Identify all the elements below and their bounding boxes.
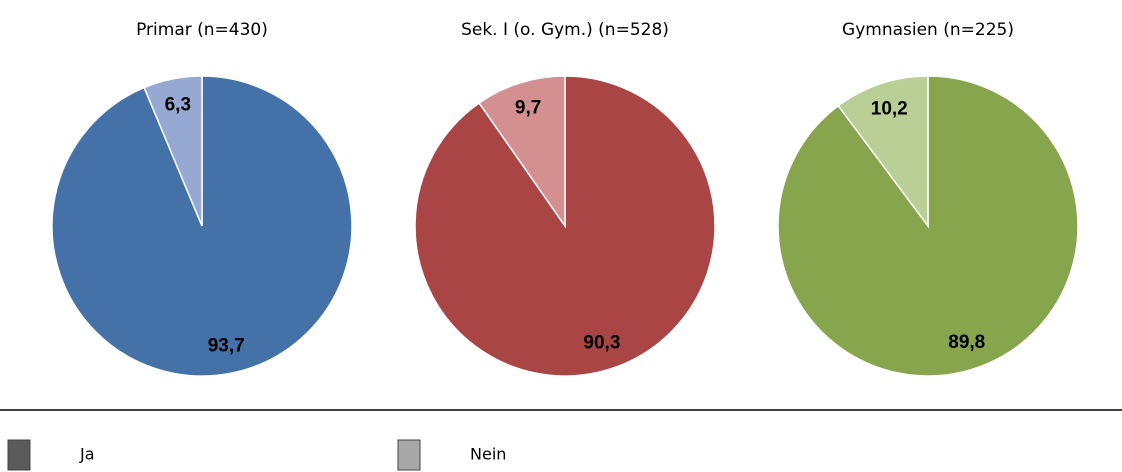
pie-slice (837, 75, 929, 229)
pie-slice (143, 75, 203, 227)
value-label: 93,7 (208, 336, 245, 357)
value-label: 6,3 (165, 94, 191, 115)
legend-label: Nein (470, 445, 506, 464)
value-label: 10,2 (871, 98, 908, 119)
pie-slice (478, 75, 566, 229)
chart-title: Primar (n=430) (136, 20, 268, 40)
value-label: 90,3 (583, 332, 620, 353)
chart-title: Sek. I (o. Gym.) (n=528) (461, 20, 669, 40)
legend-swatch (7, 439, 31, 471)
value-label: 89,8 (948, 332, 985, 353)
legend-label: Ja (79, 445, 95, 464)
value-label: 9,7 (515, 98, 541, 119)
pie-slice (414, 75, 716, 377)
chart-title: Gymnasien (n=225) (842, 20, 1014, 40)
legend-swatch (397, 439, 421, 471)
